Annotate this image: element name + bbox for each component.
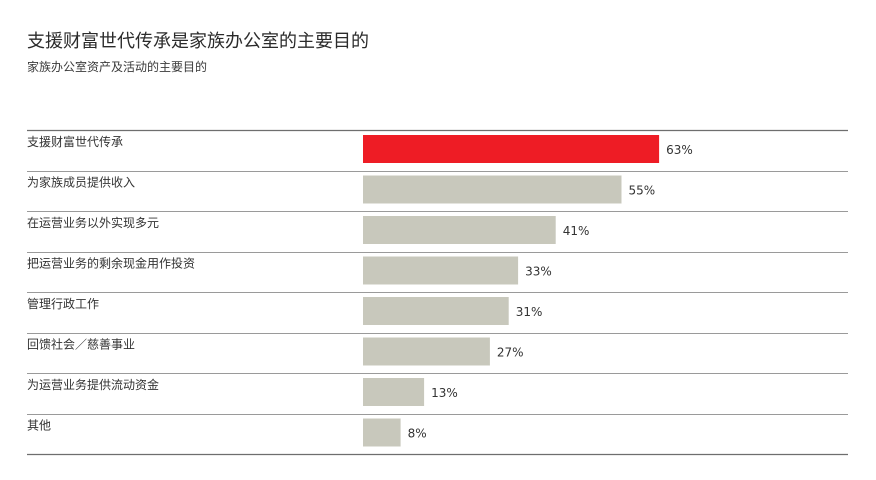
value-label: 31% [516,305,543,319]
value-label: 8% [408,427,427,441]
chart-subtitle: 家族办公室资产及活动的主要目的 [27,60,208,74]
value-label: 13% [431,386,458,400]
bar [363,216,556,244]
value-label: 63% [666,143,693,157]
category-label: 把运营业务的剩余现金用作投资 [27,256,195,271]
bar [363,135,660,163]
category-label: 为家族成员提供收入 [27,175,135,190]
value-label: 55% [629,184,656,198]
bar [363,378,425,406]
bar [363,256,519,285]
category-label: 其他 [27,419,51,433]
category-label: 回馈社会／慈善事业 [27,337,135,352]
bar [363,175,622,204]
category-label: 在运营业务以外实现多元 [27,215,159,230]
value-label: 41% [563,224,590,238]
category-label: 为运营业务提供流动资金 [27,377,159,392]
category-label: 管理行政工作 [27,296,99,311]
bar [363,297,509,325]
bar [363,418,401,447]
value-label: 27% [497,346,524,360]
value-label: 33% [525,265,552,279]
category-label: 支援财富世代传承 [27,134,123,149]
chart-title: 支援财富世代传承是家族办公室的主要目的 [27,31,369,52]
bar [363,337,490,366]
